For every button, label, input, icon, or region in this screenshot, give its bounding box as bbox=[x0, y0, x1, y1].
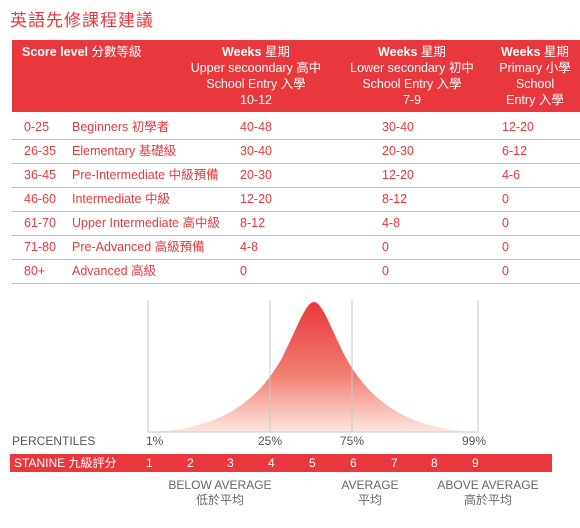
weeks-primary-cell: 0 bbox=[502, 240, 509, 254]
level-cell: Beginners 初學者 bbox=[72, 120, 170, 134]
stanine-value: 7 bbox=[391, 456, 398, 470]
stanine-bar: STANINE 九級評分 1 2 3 4 5 6 7 8 9 bbox=[10, 454, 552, 472]
band-label-en: ABOVE AVERAGE bbox=[437, 478, 539, 492]
stanine-value: 6 bbox=[350, 456, 357, 470]
header-line: 7-9 bbox=[402, 93, 422, 107]
stanine-value: 5 bbox=[309, 456, 316, 470]
weeks-primary-cell: 0 bbox=[502, 216, 509, 230]
weeks-primary-cell: 6-12 bbox=[502, 144, 528, 158]
level-cell: Pre-Advanced 高級預備 bbox=[72, 240, 205, 254]
weeks-upper-cell: 40-48 bbox=[240, 120, 272, 134]
band-label-zh: 低於平均 bbox=[195, 493, 244, 507]
band-above-average: ABOVE AVERAGE 高於平均 bbox=[432, 478, 544, 508]
table-row: 0-25 Beginners 初學者 40-48 30-40 12-20 bbox=[12, 116, 580, 140]
table-row: 80+ Advanced 高級 0 0 0 bbox=[12, 260, 580, 284]
band-label-zh: 平均 bbox=[357, 493, 382, 507]
table-row: 26-35 Elementary 基礎級 30-40 20-30 6-12 bbox=[12, 140, 580, 164]
header-rest: 星期 bbox=[543, 45, 569, 59]
header-rest: 星期 bbox=[264, 45, 290, 59]
weeks-upper-cell: 30-40 bbox=[240, 144, 272, 158]
header-line: Primary 小學 bbox=[499, 61, 571, 75]
header-line: Entry 入學 bbox=[506, 93, 564, 107]
score-cell: 80+ bbox=[24, 264, 46, 278]
weeks-lower-cell: 30-40 bbox=[382, 120, 414, 134]
percentile-mark: 99% bbox=[462, 434, 487, 448]
page-title: 英語先修課程建議 bbox=[10, 11, 154, 31]
header-line: School Entry 入學 bbox=[362, 77, 462, 91]
level-cell: Upper Intermediate 高中級 bbox=[72, 216, 220, 230]
table-row: 71-80 Pre-Advanced 高級預備 4-8 0 0 bbox=[12, 236, 580, 260]
stanine-value: 9 bbox=[472, 456, 479, 470]
header-lower-secondary: Weeks 星期 Lower secondary 初中 School Entry… bbox=[332, 44, 492, 108]
band-average: AVERAGE 平均 bbox=[330, 478, 410, 508]
header-line: School bbox=[515, 77, 555, 91]
header-rest: 星期 bbox=[420, 45, 446, 59]
percentile-mark: 1% bbox=[146, 434, 164, 448]
score-cell: 46-60 bbox=[24, 192, 56, 206]
header-score-level: Score level 分數等級 bbox=[22, 44, 182, 60]
weeks-lower-cell: 12-20 bbox=[382, 168, 414, 182]
table-header: Score level 分數等級 Weeks 星期 Upper secoonda… bbox=[12, 40, 580, 112]
weeks-upper-cell: 0 bbox=[240, 264, 247, 278]
weeks-upper-cell: 4-8 bbox=[240, 240, 259, 254]
percentiles-row: PERCENTILES 1% 25% 75% 99% bbox=[0, 434, 580, 450]
stanine-value: 1 bbox=[146, 456, 153, 470]
score-table-body: 0-25 Beginners 初學者 40-48 30-40 12-20 26-… bbox=[12, 116, 580, 284]
header-line: Upper secoondary 高中 bbox=[190, 61, 322, 75]
header-line: Lower secondary 初中 bbox=[350, 61, 474, 75]
weeks-lower-cell: 8-12 bbox=[382, 192, 408, 206]
weeks-primary-cell: 0 bbox=[502, 192, 509, 206]
header-bold: Weeks bbox=[222, 45, 262, 59]
table-row: 36-45 Pre-Intermediate 中級預備 20-30 12-20 … bbox=[12, 164, 580, 188]
percentiles-label: PERCENTILES bbox=[12, 434, 96, 448]
weeks-lower-cell: 4-8 bbox=[382, 216, 401, 230]
score-cell: 61-70 bbox=[24, 216, 56, 230]
percentile-mark: 25% bbox=[258, 434, 283, 448]
header-primary: Weeks 星期 Primary 小學 School Entry 入學 bbox=[492, 44, 578, 108]
header-rest: 分數等級 bbox=[91, 45, 142, 59]
table-row: 61-70 Upper Intermediate 高中級 8-12 4-8 0 bbox=[12, 212, 580, 236]
stanine-value: 2 bbox=[187, 456, 194, 470]
stanine-value: 3 bbox=[227, 456, 234, 470]
weeks-primary-cell: 12-20 bbox=[502, 120, 534, 134]
header-line: School Entry 入學 bbox=[206, 77, 306, 91]
stanine-value: 8 bbox=[431, 456, 438, 470]
table-row: 46-60 Intermediate 中級 12-20 8-12 0 bbox=[12, 188, 580, 212]
score-cell: 36-45 bbox=[24, 168, 56, 182]
stanine-label: STANINE 九級評分 bbox=[14, 456, 117, 470]
weeks-lower-cell: 0 bbox=[382, 240, 389, 254]
level-cell: Advanced 高級 bbox=[72, 264, 157, 278]
bell-curve-graphic bbox=[147, 300, 480, 433]
level-cell: Elementary 基礎級 bbox=[72, 144, 177, 158]
score-cell: 71-80 bbox=[24, 240, 56, 254]
score-cell: 26-35 bbox=[24, 144, 56, 158]
weeks-lower-cell: 0 bbox=[382, 264, 389, 278]
header-upper-secondary: Weeks 星期 Upper secoondary 高中 School Entr… bbox=[180, 44, 332, 108]
weeks-lower-cell: 20-30 bbox=[382, 144, 414, 158]
weeks-upper-cell: 8-12 bbox=[240, 216, 266, 230]
weeks-primary-cell: 4-6 bbox=[502, 168, 521, 182]
bell-curve-area bbox=[148, 302, 480, 432]
score-cell: 0-25 bbox=[24, 120, 50, 134]
header-bold: Score level bbox=[22, 45, 89, 59]
percentile-mark: 75% bbox=[340, 434, 365, 448]
header-bold: Weeks bbox=[501, 45, 541, 59]
band-labels: BELOW AVERAGE 低於平均 AVERAGE 平均 ABOVE AVER… bbox=[0, 478, 580, 518]
weeks-primary-cell: 0 bbox=[502, 264, 509, 278]
level-cell: Pre-Intermediate 中級預備 bbox=[72, 168, 219, 182]
stanine-value: 4 bbox=[268, 456, 275, 470]
header-line: 10-12 bbox=[240, 93, 272, 107]
weeks-upper-cell: 12-20 bbox=[240, 192, 272, 206]
level-cell: Intermediate 中級 bbox=[72, 192, 170, 206]
band-label-en: BELOW AVERAGE bbox=[168, 478, 272, 492]
band-label-zh: 高於平均 bbox=[463, 493, 512, 507]
header-bold: Weeks bbox=[378, 45, 418, 59]
band-label-en: AVERAGE bbox=[341, 478, 399, 492]
weeks-upper-cell: 20-30 bbox=[240, 168, 272, 182]
band-below-average: BELOW AVERAGE 低於平均 bbox=[160, 478, 280, 508]
